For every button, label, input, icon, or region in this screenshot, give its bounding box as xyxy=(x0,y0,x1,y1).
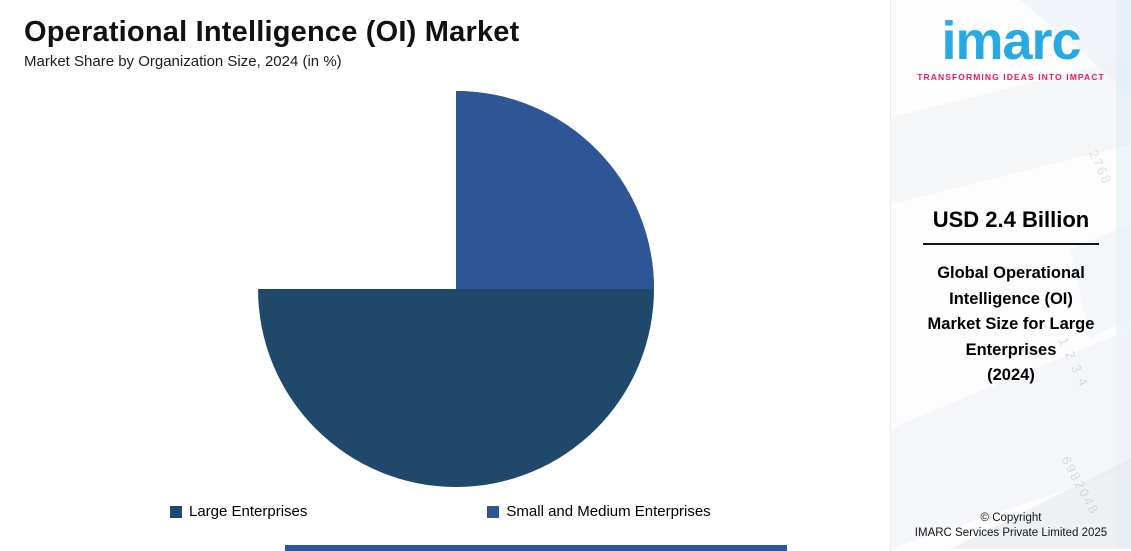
pie-chart-svg xyxy=(258,91,654,487)
bottom-accent-bar xyxy=(285,545,787,551)
stat-underline xyxy=(923,243,1099,245)
stat-value: USD 2.4 Billion xyxy=(932,207,1090,232)
chart-area: Operational Intelligence (OI) Market Mar… xyxy=(24,16,787,551)
legend-label-large-enterprises: Large Enterprises xyxy=(189,503,308,520)
chart-title: Operational Intelligence (OI) Market xyxy=(24,16,520,48)
copyright: © Copyright IMARC Services Private Limit… xyxy=(891,512,1131,539)
legend-swatch-large-enterprises xyxy=(170,505,182,518)
legend-swatch-small-medium-enterprises xyxy=(487,505,500,518)
imarc-logo: imarc TRANSFORMING IDEAS INTO IMPACT xyxy=(891,11,1131,83)
brand-panel: 6982048 1 2 3 4 2768 imarc TRANSFORMING … xyxy=(890,0,1131,551)
copyright-line1: © Copyright xyxy=(980,512,1042,524)
chart-legend: Large Enterprises Small and Medium Enter… xyxy=(170,503,711,520)
legend-item-large-enterprises: Large Enterprises xyxy=(170,503,307,520)
copyright-line2: IMARC Services Private Limited 2025 xyxy=(914,527,1108,539)
imarc-tagline: TRANSFORMING IDEAS INTO IMPACT xyxy=(917,72,1105,83)
decorative-number: 2768 xyxy=(1085,147,1116,188)
legend-item-small-medium-enterprises: Small and Medium Enterprises xyxy=(487,503,711,520)
imarc-logo-text: imarc xyxy=(941,11,1081,71)
market-size-callout: USD 2.4 Billion Global Operational Intel… xyxy=(905,207,1117,389)
pie-slice-1 xyxy=(456,91,654,289)
legend-label-small-medium-enterprises: Small and Medium Enterprises xyxy=(506,503,711,520)
decorative-number: 6982048 xyxy=(1058,453,1103,518)
chart-subtitle: Market Share by Organization Size, 2024 … xyxy=(24,53,342,70)
stat-label: Global Operational Intelligence (OI) Mar… xyxy=(927,264,1095,385)
